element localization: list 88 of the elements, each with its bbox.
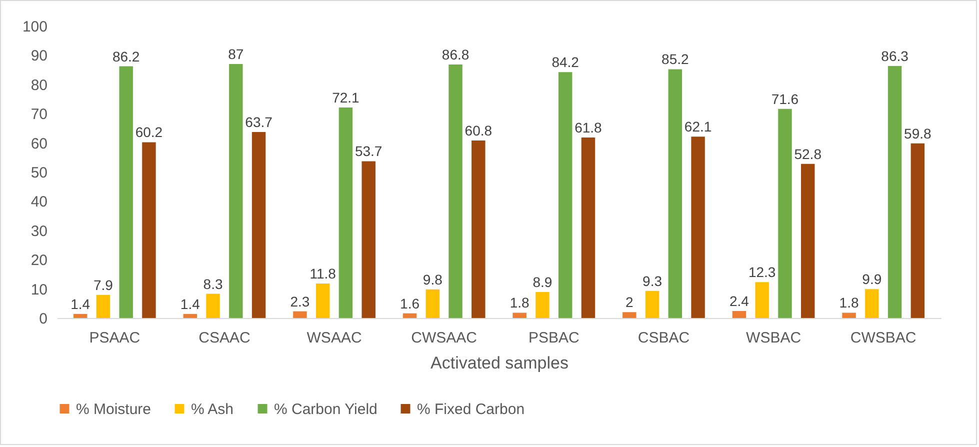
data-label: 2 xyxy=(626,294,634,310)
y-tick-label: 50 xyxy=(30,164,48,182)
y-tick-label: 70 xyxy=(30,106,48,124)
data-label: 1.8 xyxy=(510,294,530,311)
data-label: 7.9 xyxy=(93,276,114,293)
y-tick-label: 60 xyxy=(30,135,48,152)
x-tick-label: WSBAC xyxy=(746,330,802,346)
bar xyxy=(865,289,879,318)
data-label: 87 xyxy=(228,46,244,62)
y-tick-label: 90 xyxy=(30,48,48,65)
x-tick-label: CWSBAC xyxy=(850,330,916,346)
x-tick-label: CSBAC xyxy=(638,330,690,346)
data-label: 1.8 xyxy=(839,294,859,311)
bar xyxy=(316,284,330,318)
data-label: 72.1 xyxy=(332,89,360,106)
bar xyxy=(73,314,88,318)
bar xyxy=(668,69,682,318)
bar xyxy=(622,312,636,318)
data-label: 9.9 xyxy=(862,271,882,288)
bar xyxy=(800,164,815,318)
bar xyxy=(362,161,376,318)
bar xyxy=(206,294,220,318)
y-tick-label: 10 xyxy=(30,281,48,298)
data-label: 61.8 xyxy=(574,120,602,136)
data-label: 85.2 xyxy=(662,51,689,68)
bar xyxy=(581,138,596,318)
y-tick-label: 20 xyxy=(30,252,48,270)
data-label: 1.4 xyxy=(180,296,200,312)
bar xyxy=(888,66,902,318)
legend-label: % Carbon Yield xyxy=(274,400,378,418)
data-label: 71.6 xyxy=(771,90,799,107)
data-label: 1.4 xyxy=(70,296,90,312)
data-label: 52.8 xyxy=(794,146,822,162)
bar xyxy=(536,292,550,318)
bar xyxy=(96,294,110,318)
bar xyxy=(402,313,417,318)
y-tick-label: 0 xyxy=(39,310,48,328)
data-label: 59.8 xyxy=(904,125,932,142)
y-tick-label: 30 xyxy=(30,222,48,240)
x-tick-label: CSAAC xyxy=(198,330,250,346)
bar xyxy=(732,310,746,318)
data-label: 63.7 xyxy=(245,114,273,130)
bar xyxy=(229,64,243,318)
bar xyxy=(512,312,526,318)
data-label: 2.3 xyxy=(290,293,310,310)
bar xyxy=(645,290,660,318)
data-label: 9.3 xyxy=(642,272,662,289)
data-label: 8.3 xyxy=(203,276,223,292)
x-tick-label: PSBAC xyxy=(528,330,580,346)
data-label: 1.6 xyxy=(400,295,420,312)
x-axis-title: Activated samples xyxy=(430,354,568,372)
bar xyxy=(338,107,353,318)
data-label: 84.2 xyxy=(552,54,580,70)
data-label: 86.3 xyxy=(881,48,909,64)
data-label: 62.1 xyxy=(684,118,712,135)
bar xyxy=(910,143,925,318)
bar xyxy=(691,136,705,318)
data-label: 53.7 xyxy=(354,143,382,160)
data-label: 86.2 xyxy=(112,48,140,64)
bar xyxy=(448,64,462,318)
bar xyxy=(472,140,486,318)
legend-label: % Ash xyxy=(191,400,234,418)
x-tick-label: CWSAAC xyxy=(411,330,478,346)
bar xyxy=(755,282,769,318)
bar xyxy=(426,289,440,318)
bar xyxy=(842,312,856,318)
x-tick-label: WSAAC xyxy=(306,330,362,346)
y-tick-label: 40 xyxy=(30,194,48,211)
y-tick-label: 100 xyxy=(22,18,48,36)
data-label: 60.8 xyxy=(464,122,492,138)
y-tick-label: 80 xyxy=(30,76,48,94)
x-tick-label: PSAAC xyxy=(89,330,140,346)
legend-label: % Moisture xyxy=(76,400,152,418)
data-label: 9.8 xyxy=(422,271,443,288)
bar xyxy=(293,311,307,318)
data-label: 11.8 xyxy=(310,266,336,282)
bar xyxy=(252,132,266,318)
data-label: 12.3 xyxy=(748,264,776,280)
legend-label: % Fixed Carbon xyxy=(417,400,525,418)
bar xyxy=(142,142,156,318)
bar xyxy=(183,314,198,318)
bar xyxy=(778,108,792,318)
bar xyxy=(119,66,133,318)
data-label: 86.8 xyxy=(442,46,470,63)
bar xyxy=(558,72,572,318)
data-label: 2.4 xyxy=(729,292,750,309)
data-label: 60.2 xyxy=(135,124,163,140)
data-label: 8.9 xyxy=(532,274,552,290)
